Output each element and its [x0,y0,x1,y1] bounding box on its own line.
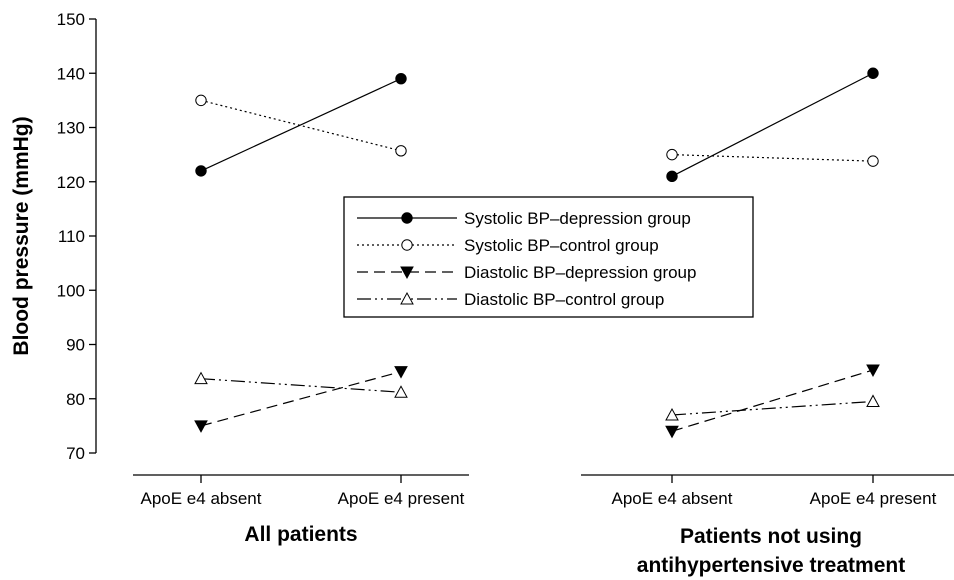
y-tick-label: 100 [57,281,85,300]
data-point [867,67,879,79]
axes: 70 80 90 100 110 120 130 140 150 Blood pressure (… [10,10,954,577]
legend-marker [401,212,413,224]
legend-label: Systolic BP–control group [464,236,659,255]
y-tick-label: 80 [66,390,85,409]
data-point [195,94,207,107]
y-tick-label: 90 [66,336,85,355]
y-tick-label: 130 [57,119,85,138]
series-line [671,369,874,432]
x-tick-label: ApoE e4 present [338,489,465,508]
data-point [666,148,678,161]
data-point [867,155,879,167]
y-tick-label: 120 [57,173,85,192]
x-tick-label: ApoE e4 present [810,489,937,508]
data-point [665,425,679,439]
panel-title: All patients [244,523,357,546]
data-point [666,170,678,183]
panel-title: antihypertensive treatment [637,554,905,577]
data-point [866,394,880,407]
y-tick-label: 140 [57,64,85,83]
legend-label: Diastolic BP–control group [464,290,664,309]
data-point [395,72,407,85]
series-line [200,99,402,152]
legend-marker [401,239,413,251]
y-tick-label: 70 [66,444,85,463]
legend-marker [400,266,414,280]
legend: Systolic BP–depression group Systolic BP–… [343,196,754,318]
data-point [195,165,207,177]
x-tick-label: ApoE e4 absent [141,489,262,508]
series-line [200,371,402,427]
series-line [671,72,874,177]
data-point [395,145,407,157]
data-point [194,420,208,433]
legend-label: Diastolic BP–depression group [464,263,696,282]
data-point [394,385,408,398]
series-line [200,378,402,393]
data-point [665,407,679,421]
series-line [671,154,874,162]
y-tick-label: 110 [58,227,85,246]
legend-label: Systolic BP–depression group [464,209,691,228]
series-line [671,400,874,416]
y-axis-label: Blood pressure (mmHg) [10,116,33,355]
data-point [394,366,408,379]
plot-area [194,67,880,439]
x-tick-label: ApoE e4 absent [612,489,733,508]
data-point [866,364,880,378]
data-point [194,371,208,385]
legend-marker [400,291,414,305]
series-line [200,78,402,172]
panel-title: Patients not using [680,525,862,548]
y-tick-label: 150 [57,10,85,29]
